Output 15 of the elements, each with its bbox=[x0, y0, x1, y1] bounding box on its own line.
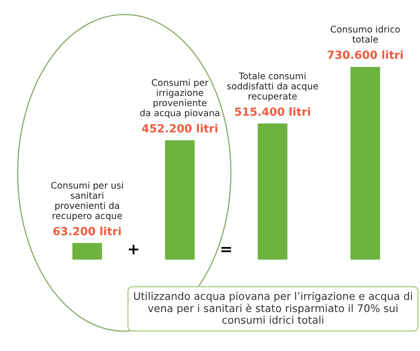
annotation: = bbox=[221, 246, 231, 252]
data-label: 452.200 litri bbox=[142, 124, 218, 133]
text: Utilizzando acqua piovana per l’irrigazione e acqua di vena per i sanitari è stato risparmiato il 70% sui consumi idrici totali bbox=[134, 292, 412, 324]
bar bbox=[350, 66, 380, 260]
annotation: Totale consumi soddisfatti da acque recuperate bbox=[227, 72, 318, 102]
data-label: 63.200 litri bbox=[53, 226, 121, 236]
text: Consumo idrico totale bbox=[330, 26, 400, 43]
data-label: 515.400 litri bbox=[235, 107, 310, 116]
annotation: Consumi per usi sanitari provenienti da recupero acque bbox=[51, 182, 123, 221]
data-label: 730.600 litri bbox=[328, 50, 403, 59]
bar bbox=[258, 124, 288, 260]
bar bbox=[72, 243, 102, 260]
annotation: + bbox=[128, 244, 138, 254]
annotation: Consumi per irrigazione proveniente da acqua piovana bbox=[140, 78, 220, 118]
bar bbox=[165, 140, 195, 260]
